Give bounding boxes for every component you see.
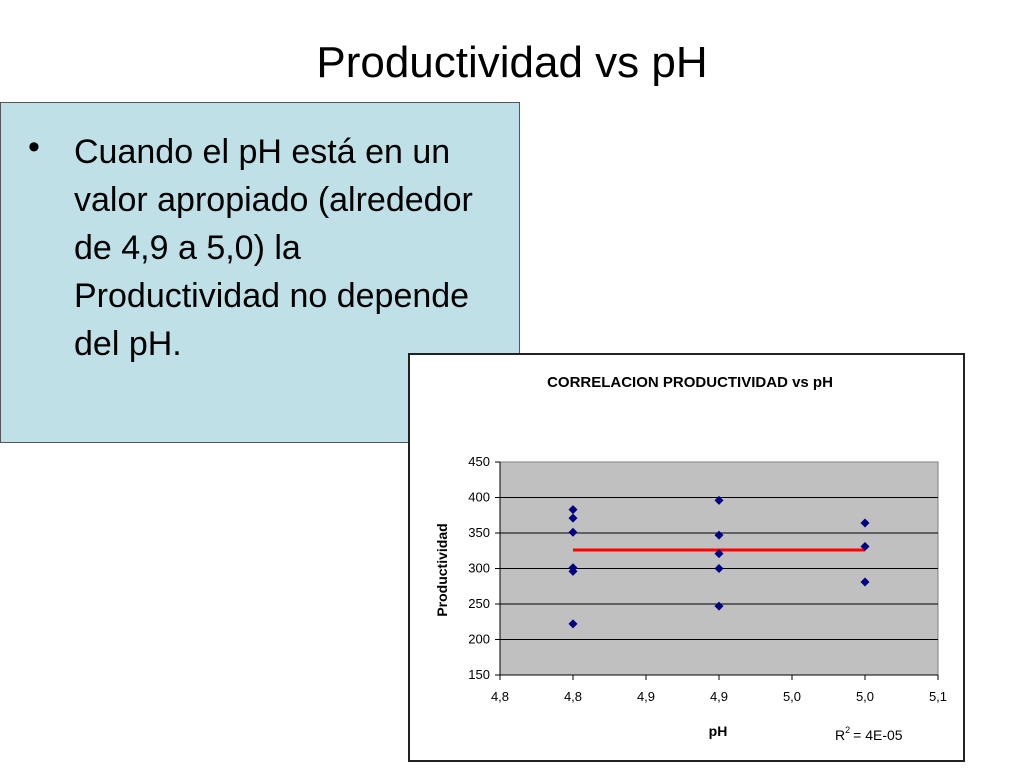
x-tick-label: 4,9	[637, 689, 655, 704]
data-point	[568, 527, 578, 537]
chart-title: CORRELACION PRODUCTIVIDAD vs pH	[547, 374, 833, 391]
data-point	[860, 577, 870, 587]
chart-frame: CORRELACION PRODUCTIVIDAD vs pH Producti…	[408, 353, 965, 762]
r-squared-r: R	[835, 727, 845, 743]
data-point	[714, 530, 724, 540]
x-tick-label: 4,8	[564, 689, 582, 704]
data-point	[714, 549, 724, 559]
x-tick-label: 5,1	[929, 689, 947, 704]
data-point	[860, 518, 870, 528]
x-tick-label: 5,0	[856, 689, 874, 704]
y-tick-label: 350	[468, 525, 490, 540]
data-point	[714, 495, 724, 505]
slide-title: Productividad vs pH	[316, 38, 708, 87]
x-tick-label: 4,9	[710, 689, 728, 704]
data-point	[714, 564, 724, 573]
plot-area: 150 200 250 300 350 400 450 4,8 4,8 4,9 4,9 5,0 5,0 5…	[468, 454, 947, 704]
y-tick-label: 150	[468, 667, 490, 682]
data-point	[714, 601, 724, 611]
y-tick-label: 300	[468, 561, 490, 576]
y-tick-label: 400	[468, 490, 490, 505]
x-tick-label: 5,0	[783, 689, 801, 704]
scatter-chart: CORRELACION PRODUCTIVIDAD vs pH Producti…	[434, 374, 947, 743]
x-tick-label: 4,8	[491, 689, 509, 704]
data-point	[568, 513, 578, 523]
data-point	[568, 505, 578, 515]
x-axis-title: pH	[709, 723, 728, 739]
r-squared-label: R2 = 4E-05	[835, 725, 903, 743]
y-tick-label: 200	[468, 632, 490, 647]
y-tick-label: 250	[468, 596, 490, 611]
r-squared-superscript: 2	[845, 725, 850, 735]
data-point	[568, 619, 578, 629]
data-point	[568, 566, 578, 576]
bullet-marker: •	[28, 128, 40, 166]
r-squared-value: = 4E-05	[853, 727, 903, 743]
y-axis-title: Productividad	[434, 523, 450, 616]
bullet-text: Cuando el pH está en un valor apropiado …	[74, 133, 473, 363]
data-point	[860, 541, 870, 551]
y-tick-label: 450	[468, 454, 490, 469]
